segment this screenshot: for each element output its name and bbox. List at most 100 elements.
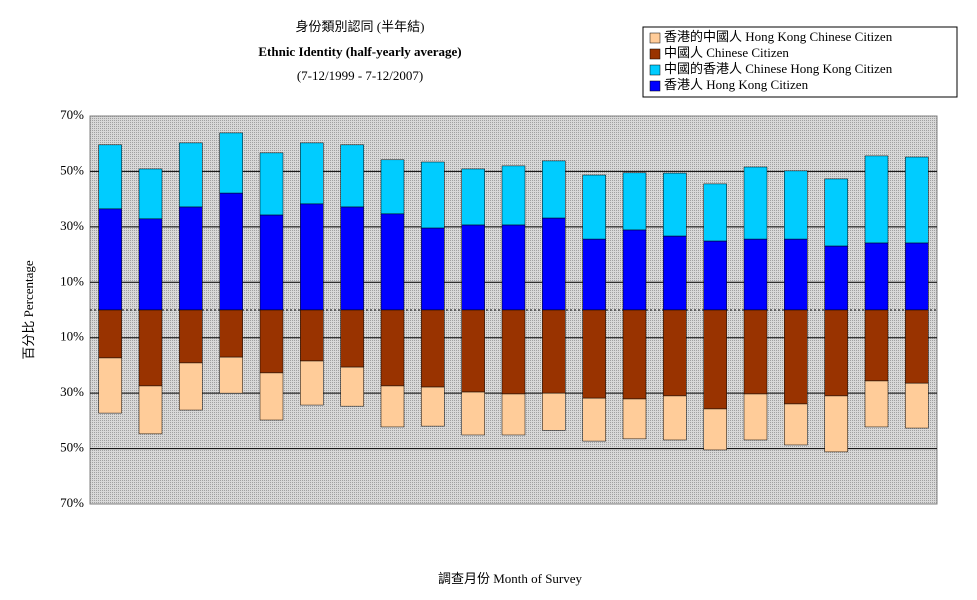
bar-segment [542, 392, 566, 431]
bar-segment [784, 238, 808, 311]
bar-segment [380, 385, 405, 428]
y-tick-label: 10% [60, 329, 84, 344]
y-tick-label: 70% [60, 495, 84, 510]
y-tick-label: 50% [60, 440, 84, 455]
legend-label: 香港的中國人 Hong Kong Chinese Citizen [664, 29, 893, 44]
bar-segment [98, 357, 122, 414]
bar-segment [663, 235, 687, 311]
bar-segment [300, 203, 324, 311]
bar-segment [703, 240, 727, 311]
bar-segment [864, 155, 889, 244]
bar-segment [784, 170, 808, 240]
bar-segment [582, 174, 606, 240]
bar-segment [380, 213, 405, 311]
bar-segment [259, 309, 284, 374]
bar-segment [824, 245, 848, 311]
bar-segment [622, 172, 647, 231]
chart-title: (7-12/1999 - 7-12/2007) [297, 68, 423, 83]
chart-title: Ethnic Identity (half-yearly average) [258, 44, 461, 59]
bar-segment [340, 206, 364, 311]
bar-segment [501, 165, 526, 226]
bar-segment [582, 397, 606, 442]
bar-segment [300, 142, 324, 205]
chart-title: 身份類別認同 (半年結) [296, 19, 425, 34]
bar-segment [905, 156, 929, 244]
bar-segment [622, 229, 647, 311]
bar-segment [340, 366, 364, 407]
bar-segment [622, 398, 647, 440]
bar-segment [300, 309, 324, 362]
bar-segment [542, 309, 566, 394]
legend-swatch [649, 32, 661, 44]
bar-segment [663, 395, 687, 441]
bar-segment [461, 391, 485, 436]
bar-segment [461, 224, 485, 311]
bar-segment [663, 309, 687, 397]
bar-segment [703, 408, 727, 451]
bar-segment [461, 309, 485, 393]
legend-swatch [649, 80, 661, 92]
bar-segment [743, 393, 768, 441]
bar-segment [582, 238, 606, 311]
bar-segment [622, 309, 647, 400]
bar-segment [743, 238, 768, 311]
legend-swatch [649, 64, 661, 76]
bar-segment [461, 168, 485, 226]
bar-segment [138, 218, 163, 311]
bar-segment [138, 385, 163, 435]
bar-segment [421, 309, 445, 388]
bar-segment [501, 309, 526, 395]
bar-segment [259, 152, 284, 216]
bar-segment [380, 309, 405, 387]
bar-segment [138, 168, 163, 220]
bar-segment [259, 214, 284, 311]
bar-segment [905, 309, 929, 384]
bar-segment [98, 144, 122, 210]
bar-segment [259, 372, 284, 421]
bar-segment [98, 208, 122, 311]
bar-segment [703, 183, 727, 242]
bar-segment [340, 144, 364, 208]
bar-segment [864, 309, 889, 382]
bar-segment [703, 309, 727, 410]
bar-segment [421, 227, 445, 311]
bar-segment [542, 160, 566, 219]
bar-segment [138, 309, 163, 387]
bar-segment [824, 309, 848, 397]
legend-label: 中國人 Chinese Citizen [664, 45, 789, 60]
bar-segment [905, 382, 929, 429]
bar-segment [98, 309, 122, 359]
y-tick-label: 10% [60, 273, 84, 288]
bar-segment [824, 395, 848, 453]
bar-segment [784, 403, 808, 446]
bar-segment [219, 356, 243, 394]
bar-segment [501, 393, 526, 436]
bar-segment [421, 161, 445, 229]
bar-segment [179, 309, 203, 364]
legend-label: 中國的香港人 Chinese Hong Kong Citizen [664, 61, 893, 76]
bar-segment [743, 166, 768, 240]
bar-segment [219, 132, 243, 194]
legend-swatch [649, 48, 661, 60]
bar-segment [179, 142, 203, 208]
bar-segment [542, 217, 566, 311]
bar-segment [784, 309, 808, 405]
bar-segment [179, 206, 203, 311]
y-tick-label: 70% [60, 107, 84, 122]
bar-segment [421, 386, 445, 427]
y-tick-label: 50% [60, 162, 84, 177]
bar-segment [219, 309, 243, 358]
y-tick-label: 30% [60, 218, 84, 233]
bar-segment [501, 224, 526, 311]
bar-segment [864, 242, 889, 311]
bar-segment [905, 242, 929, 311]
x-axis-label: 調查月份 Month of Survey [438, 571, 583, 586]
legend [642, 26, 958, 98]
bar-segment [663, 172, 687, 237]
legend-label: 香港人 Hong Kong Citizen [664, 77, 809, 92]
bar-segment [300, 360, 324, 406]
bar-segment [219, 192, 243, 311]
y-tick-label: 30% [60, 384, 84, 399]
bar-segment [582, 309, 606, 399]
